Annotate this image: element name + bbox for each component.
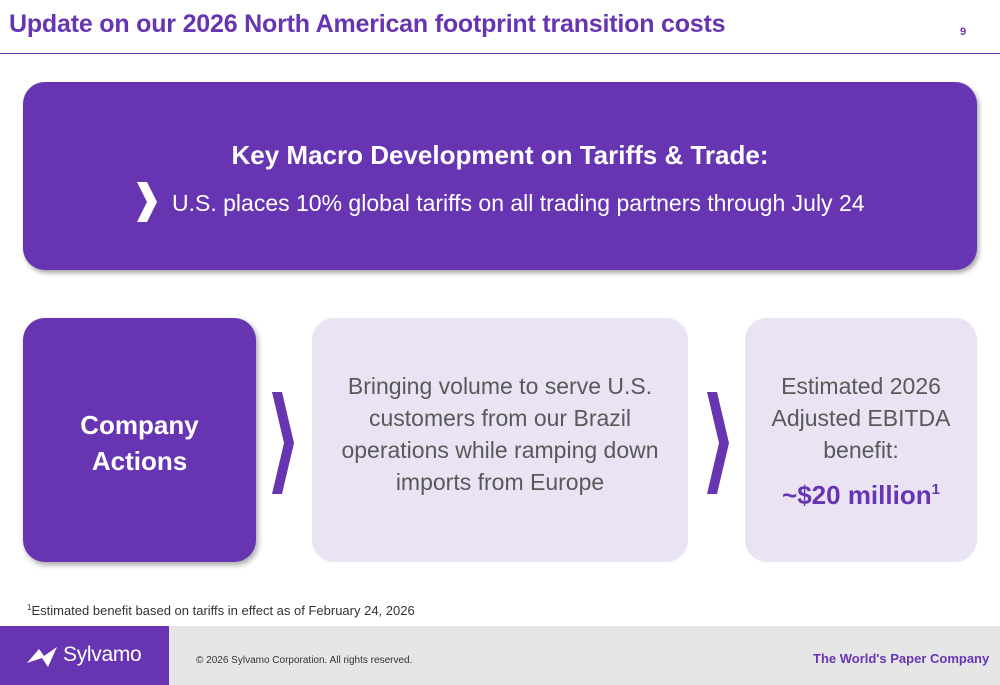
company-actions-label: Company Actions xyxy=(80,409,199,476)
footnote-text: Estimated benefit based on tariffs in ef… xyxy=(31,603,415,618)
chevron-right-icon xyxy=(272,392,294,494)
chevron-right-icon xyxy=(707,392,729,494)
page-title: Update on our 2026 North American footpr… xyxy=(9,10,726,38)
copyright-text: © 2026 Sylvamo Corporation. All rights r… xyxy=(196,655,413,666)
ebitda-value-text: ~$20 million xyxy=(782,480,932,510)
footnote-reference: 1 xyxy=(931,481,940,498)
tagline: The World's Paper Company xyxy=(813,651,990,666)
logo-block: Sylvamo xyxy=(0,626,169,685)
chevron-right-icon xyxy=(137,182,157,222)
footnote-marker: 1 xyxy=(27,603,32,612)
company-actions-box: Company Actions xyxy=(23,318,256,562)
action-description-text: Bringing volume to serve U.S. customers … xyxy=(341,372,659,496)
ebitda-benefit-value: ~$20 million1 xyxy=(745,480,977,511)
page-number: 9 xyxy=(960,26,967,38)
logo-text: Sylvamo xyxy=(63,643,142,666)
macro-heading: Key Macro Development on Tariffs & Trade… xyxy=(231,140,769,170)
sylvamo-logo-icon xyxy=(27,647,57,667)
action-description-box: Bringing volume to serve U.S. customers … xyxy=(312,318,688,562)
ebitda-benefit-box: Estimated 2026 Adjusted EBITDA benefit: … xyxy=(745,318,977,562)
macro-bullet-text: U.S. places 10% global tariffs on all tr… xyxy=(172,190,865,216)
footnote: 1Estimated benefit based on tariffs in e… xyxy=(27,603,415,618)
macro-development-panel xyxy=(23,82,977,270)
title-divider xyxy=(0,53,1000,54)
ebitda-benefit-label: Estimated 2026 Adjusted EBITDA benefit: xyxy=(771,373,951,464)
